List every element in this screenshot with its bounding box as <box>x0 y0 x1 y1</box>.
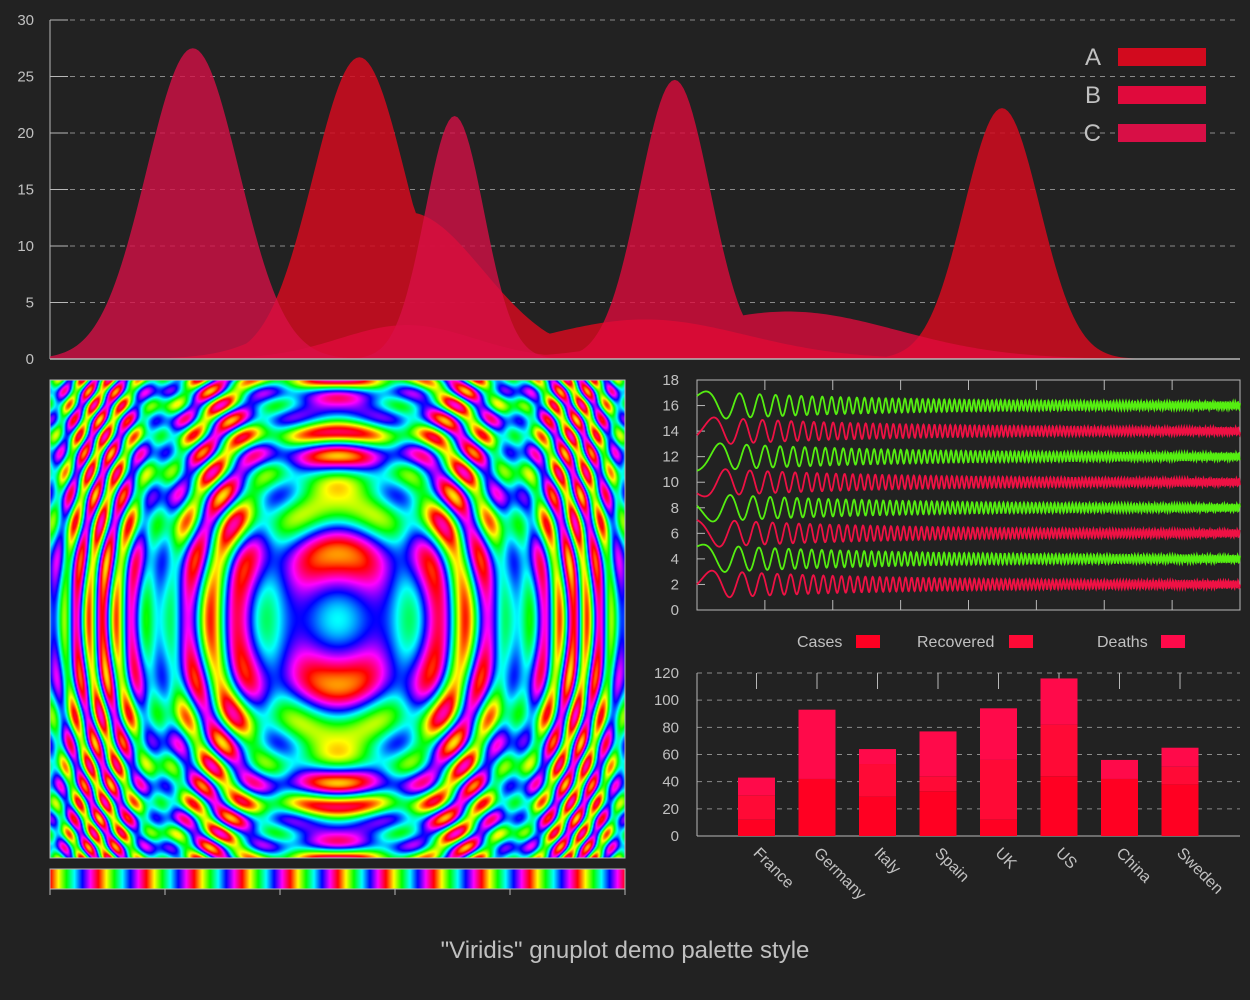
y-tick-label: 0 <box>26 351 34 368</box>
x-tick-label: Spain <box>931 845 972 886</box>
heatmap-frame <box>49 379 626 859</box>
y-tick-label: 0 <box>671 828 679 845</box>
x-tick-label: France <box>750 845 797 892</box>
legend-swatch <box>1118 86 1206 104</box>
x-tick-label: Italy <box>871 845 904 878</box>
colorbar-frame <box>49 868 626 890</box>
y-tick-label: 4 <box>671 551 679 568</box>
legend-swatch <box>1118 48 1206 66</box>
bar-Germany-Cases <box>798 778 836 836</box>
colorbar <box>50 869 625 889</box>
bar-chart: 0 20 40 60 80 100 120 France Germany Italy Spain UK… <box>654 634 1240 903</box>
bar-Spain-Cases <box>919 791 957 836</box>
bar-Sweden-Recovered <box>1161 766 1199 785</box>
y-tick-label: 2 <box>671 576 679 593</box>
legend-label: C <box>1084 120 1101 147</box>
x-tick-label: Sweden <box>1173 845 1226 898</box>
y-tick-label: 15 <box>17 182 34 199</box>
legend-label: Deaths <box>1097 634 1148 651</box>
y-tick-label: 40 <box>662 774 679 791</box>
y-tick-label: 25 <box>17 69 34 86</box>
y-tick-label: 5 <box>26 295 34 312</box>
wave-series-16 <box>696 390 1241 420</box>
bar-Sweden-Deaths <box>1161 747 1199 767</box>
legend-label: B <box>1085 82 1101 109</box>
y-tick-label: 0 <box>671 602 679 619</box>
y-tick-label: 8 <box>671 500 679 517</box>
wave-series-6 <box>696 519 1241 548</box>
legend-swatch <box>856 635 880 648</box>
y-tick-label: 16 <box>662 398 679 415</box>
figure-title: "Viridis" gnuplot demo palette style <box>441 937 810 964</box>
wave-series-12 <box>696 442 1241 472</box>
bar-Italy-Deaths <box>859 749 896 765</box>
y-tick-label: 80 <box>662 719 679 736</box>
y-tick-label: 100 <box>654 692 679 709</box>
x-tick-label: Germany <box>810 845 869 904</box>
x-tick-label: UK <box>992 845 1020 873</box>
bar-UK-Recovered <box>980 759 1017 820</box>
bar-UK-Deaths <box>980 708 1017 760</box>
x-tick-label: US <box>1052 845 1080 873</box>
legend-label: Recovered <box>917 634 994 651</box>
y-tick-label: 12 <box>662 449 679 466</box>
y-tick-label: 6 <box>671 525 679 542</box>
bar-France-Cases <box>738 819 775 836</box>
y-tick-label: 120 <box>654 665 679 682</box>
bar-US-Recovered <box>1040 724 1078 777</box>
x-tick-label: China <box>1113 845 1155 887</box>
y-tick-label: 20 <box>662 801 679 818</box>
wave-series-10 <box>696 468 1241 498</box>
bar-Italy-Cases <box>859 796 896 836</box>
y-tick-label: 30 <box>17 12 34 29</box>
legend-label: A <box>1085 44 1101 71</box>
legend-swatch <box>1161 635 1185 648</box>
bar-Spain-Recovered <box>919 776 957 792</box>
series-A-area <box>50 57 1240 359</box>
wave-chart: 0 2 4 6 8 10 12 14 16 18 <box>662 372 1241 619</box>
wave-series-14 <box>696 416 1241 445</box>
bar-Spain-Deaths <box>919 731 957 777</box>
wave-series-4 <box>696 543 1241 573</box>
legend-swatch <box>1009 635 1033 648</box>
y-tick-label: 10 <box>662 474 679 491</box>
heatmap-chart <box>49 379 626 895</box>
bar-France-Recovered <box>738 795 775 820</box>
legend-swatch <box>1118 124 1206 142</box>
bar-France-Deaths <box>738 777 775 796</box>
area-chart: 0 5 10 15 20 25 30 ABC <box>17 12 1240 368</box>
y-tick-label: 60 <box>662 747 679 764</box>
bar-US-Deaths <box>1040 678 1078 725</box>
plot-frame <box>696 379 1241 611</box>
bar-China-Cases <box>1101 778 1138 836</box>
bar-UK-Cases <box>980 819 1017 836</box>
legend-label: Cases <box>797 634 842 651</box>
wave-series-2 <box>696 569 1241 599</box>
y-tick-label: 10 <box>17 238 34 255</box>
bar-Germany-Deaths <box>798 709 836 779</box>
bar-Italy-Recovered <box>859 764 896 797</box>
y-tick-label: 20 <box>17 125 34 142</box>
bar-US-Cases <box>1040 776 1078 836</box>
series-B-area <box>50 79 1240 359</box>
series-C-area <box>50 48 1240 359</box>
y-tick-label: 18 <box>662 372 679 389</box>
bar-Sweden-Cases <box>1161 784 1199 836</box>
bar-China-Deaths <box>1101 759 1138 779</box>
y-tick-label: 14 <box>662 423 679 440</box>
wave-series-8 <box>696 494 1241 523</box>
heatmap-image <box>50 380 625 858</box>
